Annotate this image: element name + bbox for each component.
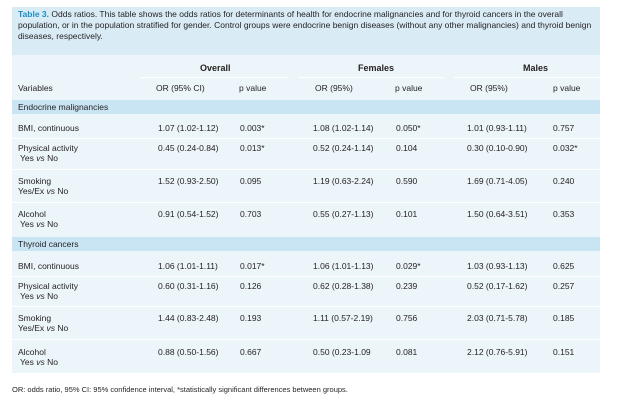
variable-name: Alcohol <box>18 347 46 357</box>
variable-name: Smoking <box>18 176 52 186</box>
males-p: 0.257 <box>553 281 575 291</box>
caption-text: Odds ratios. This table shows the odds r… <box>18 9 592 42</box>
overall-p: 0.003* <box>240 123 265 133</box>
overall-or: 1.44 (0.83-2.48) <box>158 313 219 323</box>
overall-or: 0.60 (0.31-1.16) <box>158 281 219 291</box>
females-or: 1.11 (0.57-2.19) <box>313 313 373 323</box>
row-divider <box>12 169 600 170</box>
females-or: 0.62 (0.28-1.38) <box>313 281 374 291</box>
males-p: 0.032* <box>553 143 578 153</box>
overall-p: 0.193 <box>240 313 262 323</box>
males-or: 1.50 (0.64-3.51) <box>467 209 528 219</box>
variable-name: BMI, continuous <box>18 261 79 271</box>
table-caption: Table 3. Odds ratios. This table shows t… <box>12 7 600 55</box>
females-or: 1.06 (1.01-1.13) <box>313 261 374 271</box>
males-p: 0.353 <box>553 209 575 219</box>
group-males: Males <box>523 63 549 73</box>
males-p: 0.240 <box>553 176 575 186</box>
females-or: 1.08 (1.02-1.14) <box>313 123 374 133</box>
variable-detail: Yes vs No <box>20 357 58 367</box>
overall-or: 0.45 (0.24-0.84) <box>158 143 219 153</box>
overall-or: 0.91 (0.54-1.52) <box>158 209 219 219</box>
group-females: Females <box>358 63 395 73</box>
females-divider <box>298 77 444 78</box>
males-p: 0.625 <box>553 261 575 271</box>
overall-or: 1.52 (0.93-2.50) <box>158 176 219 186</box>
males-or: 1.69 (0.71-4.05) <box>467 176 528 186</box>
col-females-or: OR (95%) <box>315 83 353 93</box>
females-or: 0.55 (0.27-1.13) <box>313 209 374 219</box>
section-header: Endocrine malignancies <box>12 100 600 114</box>
variable-detail: Yes/Ex vs No <box>18 323 69 333</box>
variable-name: Physical activity <box>18 143 78 153</box>
variable-name: Physical activity <box>18 281 78 291</box>
overall-or: 1.07 (1.02-1.12) <box>158 123 219 133</box>
variable-detail: Yes/Ex vs No <box>18 186 69 196</box>
variable-detail: Yes vs No <box>20 219 58 229</box>
variable-detail: Yes vs No <box>20 153 58 163</box>
males-or: 1.03 (0.93-1.13) <box>467 261 528 271</box>
overall-or: 0.88 (0.50-1.56) <box>158 347 219 357</box>
col-males-p: p value <box>553 83 581 93</box>
females-p: 0.029* <box>396 261 421 271</box>
females-or: 0.50 (0.23-1.09 <box>313 347 371 357</box>
males-or: 2.12 (0.76-5.91) <box>467 347 528 357</box>
males-p: 0.185 <box>553 313 575 323</box>
males-or: 0.52 (0.17-1.62) <box>467 281 528 291</box>
col-variables: Variables <box>18 83 53 93</box>
females-p: 0.239 <box>396 281 418 291</box>
females-p: 0.590 <box>396 176 418 186</box>
col-overall-p: p value <box>239 83 267 93</box>
males-divider <box>454 77 600 78</box>
overall-or: 1.06 (1.01-1.11) <box>158 261 218 271</box>
overall-divider <box>140 77 288 78</box>
males-p: 0.151 <box>553 347 575 357</box>
females-p: 0.756 <box>396 313 418 323</box>
females-p: 0.101 <box>396 209 418 219</box>
overall-p: 0.095 <box>240 176 262 186</box>
overall-p: 0.013* <box>240 143 265 153</box>
col-overall-or: OR (95% CI) <box>156 83 205 93</box>
females-p: 0.104 <box>396 143 418 153</box>
col-males-or: OR (95%) <box>470 83 508 93</box>
variable-name: Smoking <box>18 313 52 323</box>
row-divider <box>12 138 600 139</box>
odds-ratio-table: Overall Females Males Variables OR (95% … <box>12 55 600 373</box>
row-divider <box>12 276 600 277</box>
variable-name: Alcohol <box>18 209 46 219</box>
section-title: Endocrine malignancies <box>18 102 109 112</box>
overall-p: 0.126 <box>240 281 262 291</box>
row-divider <box>12 306 600 307</box>
section-header: Thyroid cancers <box>12 237 600 251</box>
variable-detail: Yes vs No <box>20 291 58 301</box>
females-or: 1.19 (0.63-2.24) <box>313 176 374 186</box>
males-or: 0.30 (0.10-0.90) <box>467 143 528 153</box>
overall-p: 0.667 <box>240 347 262 357</box>
row-divider <box>12 339 600 340</box>
males-p: 0.757 <box>553 123 575 133</box>
overall-p: 0.017* <box>240 261 265 271</box>
variable-name: BMI, continuous <box>18 123 79 133</box>
females-or: 0.52 (0.24-1.14) <box>313 143 374 153</box>
females-p: 0.050* <box>396 123 421 133</box>
males-or: 1.01 (0.93-1.11) <box>467 123 527 133</box>
females-p: 0.081 <box>396 347 418 357</box>
col-females-p: p value <box>395 83 423 93</box>
overall-p: 0.703 <box>240 209 262 219</box>
table-label: Table 3. <box>18 9 50 19</box>
group-overall: Overall <box>200 63 231 73</box>
males-or: 2.03 (0.71-5.78) <box>467 313 528 323</box>
row-divider <box>12 202 600 203</box>
table-footnote: OR: odds ratio, 95% CI: 95% confidence i… <box>12 385 348 394</box>
section-title: Thyroid cancers <box>18 239 79 249</box>
